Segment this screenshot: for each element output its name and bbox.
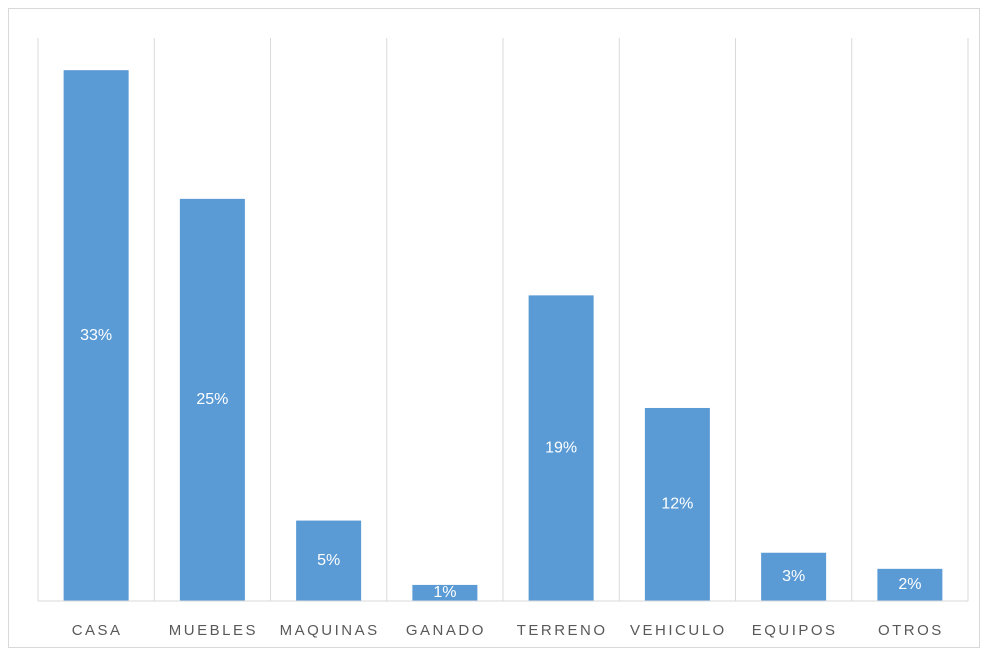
x-tick-label: EQUIPOS bbox=[752, 622, 838, 639]
x-tick-label: MUEBLES bbox=[169, 622, 258, 639]
bar bbox=[296, 520, 362, 601]
data-label: 12% bbox=[661, 496, 693, 513]
x-tick-label: TERRENO bbox=[517, 622, 608, 639]
bar bbox=[412, 584, 478, 601]
data-label: 2% bbox=[898, 576, 921, 593]
data-label: 3% bbox=[782, 568, 805, 585]
data-label: 19% bbox=[545, 439, 577, 456]
bar bbox=[63, 70, 129, 601]
bar bbox=[644, 407, 710, 601]
bar bbox=[761, 552, 827, 601]
data-label: 33% bbox=[80, 327, 112, 344]
x-tick-label: GANADO bbox=[406, 622, 486, 639]
x-tick-label: CASA bbox=[72, 622, 123, 639]
x-tick-label: VEHICULO bbox=[630, 622, 727, 639]
data-label: 25% bbox=[196, 391, 228, 408]
data-label: 1% bbox=[433, 584, 456, 601]
bar bbox=[528, 295, 594, 601]
x-tick-label: MAQUINAS bbox=[280, 622, 380, 639]
bar bbox=[877, 568, 943, 601]
chart-border bbox=[8, 8, 980, 648]
x-tick-label: OTROS bbox=[878, 622, 944, 639]
bar bbox=[179, 198, 245, 601]
data-label: 5% bbox=[317, 552, 340, 569]
